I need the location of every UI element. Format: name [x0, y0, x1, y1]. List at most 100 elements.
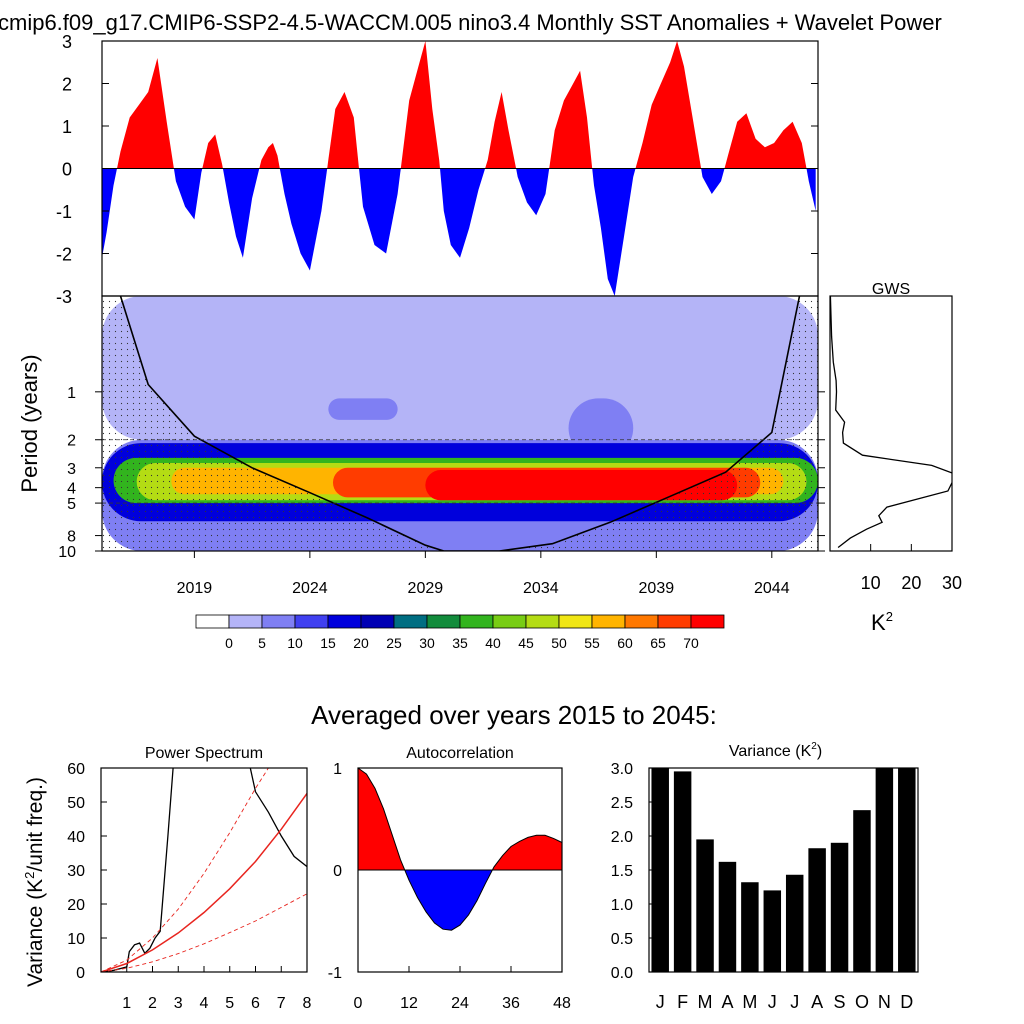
colorbar-swatch — [558, 614, 593, 629]
variance-month-label: M — [742, 992, 757, 1012]
gws-title: GWS — [872, 281, 910, 298]
sst-positive-anomaly-area — [549, 70, 593, 169]
colorbar-label: 15 — [320, 635, 336, 651]
colorbar-swatch — [690, 614, 725, 629]
colorbar-label: 5 — [258, 635, 266, 651]
colorbar-label: 25 — [386, 635, 402, 651]
sst-anomaly-panel: 3 2 1 0 -1 -2 -3 — [56, 32, 819, 307]
colorbar-swatch — [492, 614, 527, 629]
wavelet-y-tick-label: 5 — [67, 496, 76, 513]
colorbar-swatch — [294, 614, 329, 629]
red-noise-line — [101, 793, 307, 972]
colorbar-swatch — [624, 614, 659, 629]
variance-month-label: J — [790, 992, 799, 1012]
gws-x-tick-label: 10 — [861, 573, 881, 593]
variance-month-label: A — [721, 992, 733, 1012]
sst-negative-anomaly-area — [359, 168, 401, 254]
wavelet-y-tick-label: 8 — [67, 529, 76, 546]
variance-month-label: A — [811, 992, 823, 1012]
wavelet-power-contour-level-0 — [102, 296, 818, 440]
wavelet-power-panel: 1 2 3 45 810 2019 2024 2029 2034 2039 2044 Period (… — [17, 295, 825, 597]
variance-month-label: J — [768, 992, 777, 1012]
colorbar-swatch — [195, 614, 230, 629]
autocorrelation-panel: 1 0 -1 0 12 24 36 48 Autocorrelation — [328, 745, 571, 1012]
gws-plot-frame — [829, 295, 953, 552]
variance-month-label: N — [878, 992, 891, 1012]
sst-positive-anomaly-area — [327, 92, 359, 169]
colorbar-label: 70 — [683, 635, 699, 651]
monthly-variance-panel: J F M A M J J A S O N D0.00.51.01.52.02.53.0Varianc… — [611, 741, 919, 1012]
variance-bar — [898, 768, 916, 972]
colorbar-swatch — [591, 614, 626, 629]
ac-positive-area — [358, 768, 405, 870]
ps-x-tick-label: 4 — [200, 995, 209, 1012]
colorbar-label: 30 — [419, 635, 435, 651]
sst-y-tick-label: 1 — [62, 117, 72, 137]
var-y-tick-label: 3.0 — [611, 761, 633, 778]
summary-subtitle: Averaged over years 2015 to 2045: — [311, 700, 717, 730]
colorbar-swatch — [393, 614, 428, 629]
variance-bar — [785, 874, 804, 972]
ac-y-tick-label: 1 — [333, 761, 342, 778]
wavelet-y-tick-label: 3 — [67, 461, 76, 478]
global-wavelet-spectrum-panel: GWS 10 20 30 K2 — [829, 281, 962, 635]
sst-y-tick-label: 0 — [62, 160, 72, 180]
sst-negative-anomaly-area — [806, 168, 816, 211]
gws-x-tick-label: 30 — [942, 573, 962, 593]
variance-bar — [808, 848, 826, 972]
colorbar-swatch — [327, 614, 362, 629]
variance-bar — [696, 839, 714, 972]
colorbar-label: 40 — [485, 635, 501, 651]
gws-x-axis-label: K2 — [871, 609, 893, 635]
colorbar-label: 35 — [452, 635, 468, 651]
colorbar-swatch — [525, 614, 560, 629]
spectrum-high-frequency-line — [249, 768, 307, 868]
variance-month-label: S — [834, 992, 846, 1012]
colorbar-label: 60 — [617, 635, 633, 651]
sst-positive-anomaly-area — [724, 113, 807, 169]
sst-negative-anomaly-area — [173, 168, 203, 220]
sst-negative-anomaly-area — [592, 168, 636, 296]
wavelet-y-axis-label: Period (years) — [17, 354, 42, 492]
ps-x-tick-label: 6 — [251, 995, 260, 1012]
variance-bar — [875, 768, 894, 972]
wavelet-x-tick-label: 2024 — [292, 580, 328, 597]
var-title: Variance (K2) — [729, 741, 822, 760]
ac-x-tick-label: 48 — [553, 995, 571, 1012]
wavelet-colorbar: 0 5 10 15 20 25 30 35 40 45 50 55 60 65 70 — [195, 614, 725, 651]
wavelet-power-contour-level-5 — [328, 398, 398, 420]
wavelet-y-tick-label: 2 — [67, 433, 76, 450]
ac-x-tick-label: 36 — [502, 995, 520, 1012]
wavelet-power-contour-level-70 — [425, 470, 738, 501]
wavelet-x-tick-label: 2039 — [639, 580, 675, 597]
ps-x-tick-label: 7 — [277, 995, 286, 1012]
ac-positive-area — [492, 835, 562, 870]
ps-y-tick-label: 0 — [76, 965, 85, 982]
ps-title: Power Spectrum — [145, 745, 263, 762]
colorbar-label: 55 — [584, 635, 600, 651]
wavelet-y-tick-label: 1 — [67, 385, 76, 402]
var-y-tick-label: 0.5 — [611, 931, 633, 948]
sst-positive-anomaly-area — [635, 41, 702, 169]
significance-stipple — [102, 296, 818, 551]
colorbar-swatch — [360, 614, 395, 629]
ac-title: Autocorrelation — [406, 745, 514, 762]
ps-x-tick-label: 8 — [303, 995, 312, 1012]
sst-y-tick-label: -2 — [56, 245, 72, 265]
sst-positive-anomaly-area — [117, 58, 174, 169]
ps-x-tick-label: 3 — [174, 995, 183, 1012]
sst-negative-anomaly-area — [102, 168, 117, 258]
var-plot-background — [649, 768, 918, 972]
ps-y-tick-label: 60 — [67, 761, 85, 778]
variance-month-label: D — [900, 992, 913, 1012]
wavelet-y-tick-label: 10 — [58, 544, 76, 561]
ps-x-tick-label: 1 — [122, 995, 131, 1012]
variance-bar — [853, 810, 871, 972]
ac-y-tick-label: 0 — [333, 863, 342, 880]
colorbar-label: 65 — [650, 635, 666, 651]
colorbar-swatch — [261, 614, 296, 629]
variance-month-label: O — [855, 992, 869, 1012]
gws-x-tick-label: 20 — [901, 573, 921, 593]
ps-x-tick-label: 5 — [225, 995, 234, 1012]
